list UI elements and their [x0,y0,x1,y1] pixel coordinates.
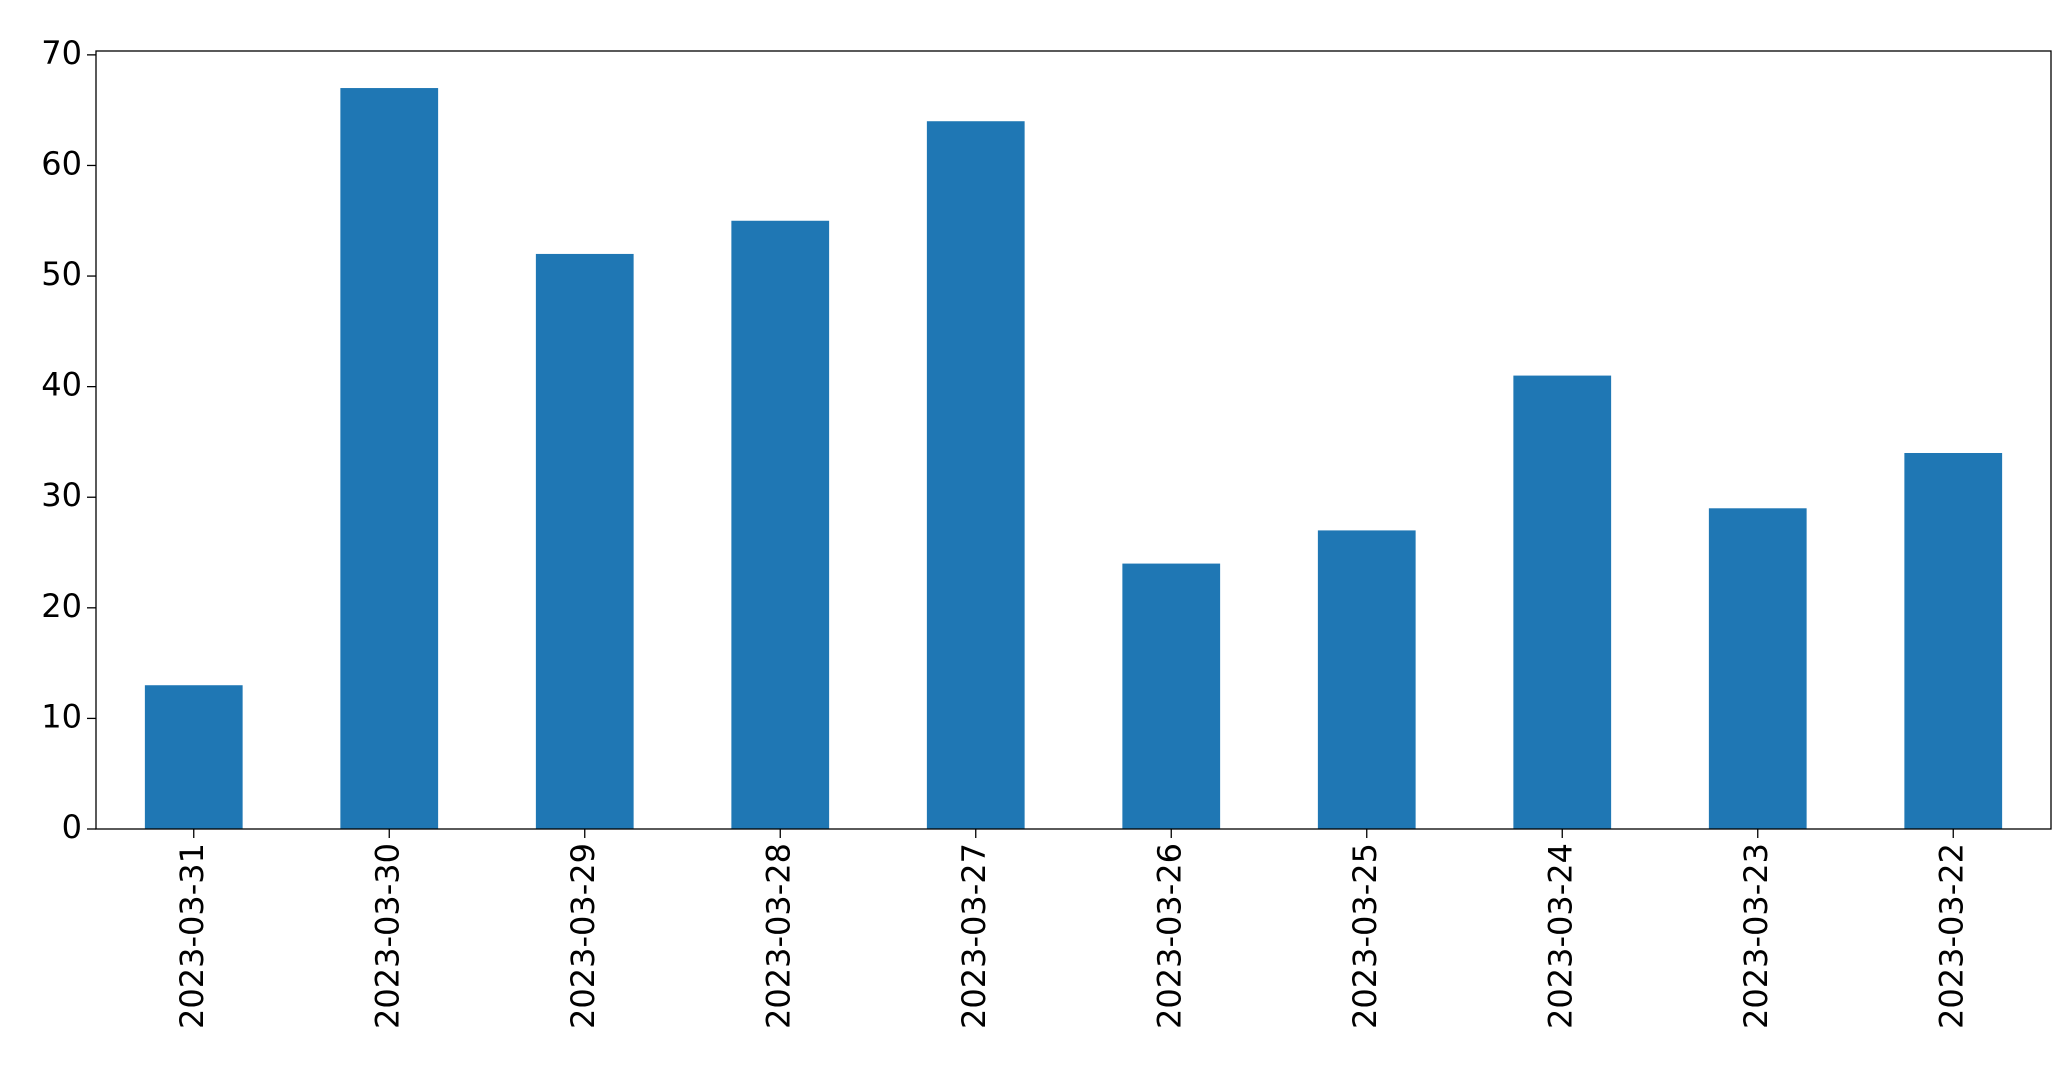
bar [731,220,830,830]
y-tick-label: 40 [41,366,82,404]
x-tick-label: 2023-03-30 [368,843,406,1029]
plot-frame [95,50,2052,830]
y-tick-label: 10 [41,697,82,735]
bar [1513,375,1612,829]
y-tick-label: 20 [41,587,82,625]
x-tick-label: 2023-03-25 [1346,843,1384,1029]
x-tick-label: 2023-03-28 [759,843,797,1029]
bar [1708,508,1807,829]
y-tick-label: 60 [41,144,82,182]
x-tick-label: 2023-03-26 [1150,843,1188,1029]
x-tick-label: 2023-03-22 [1932,843,1970,1029]
y-tick-label: 0 [62,808,82,846]
bar [340,88,439,830]
bar [1122,563,1221,829]
x-tick-label: 2023-03-27 [955,843,993,1029]
x-tick-label: 2023-03-24 [1541,843,1579,1029]
x-tick-label: 2023-03-31 [173,843,211,1029]
bar [144,685,243,829]
y-tick-label: 30 [41,476,82,514]
x-tick-label: 2023-03-29 [564,843,602,1029]
bar [535,253,634,829]
x-tick-label: 2023-03-23 [1737,843,1775,1029]
bar [1904,452,2003,829]
bar [926,121,1025,829]
y-tick-label: 50 [41,255,82,293]
y-tick-label: 70 [41,34,82,72]
bar [1317,530,1416,829]
